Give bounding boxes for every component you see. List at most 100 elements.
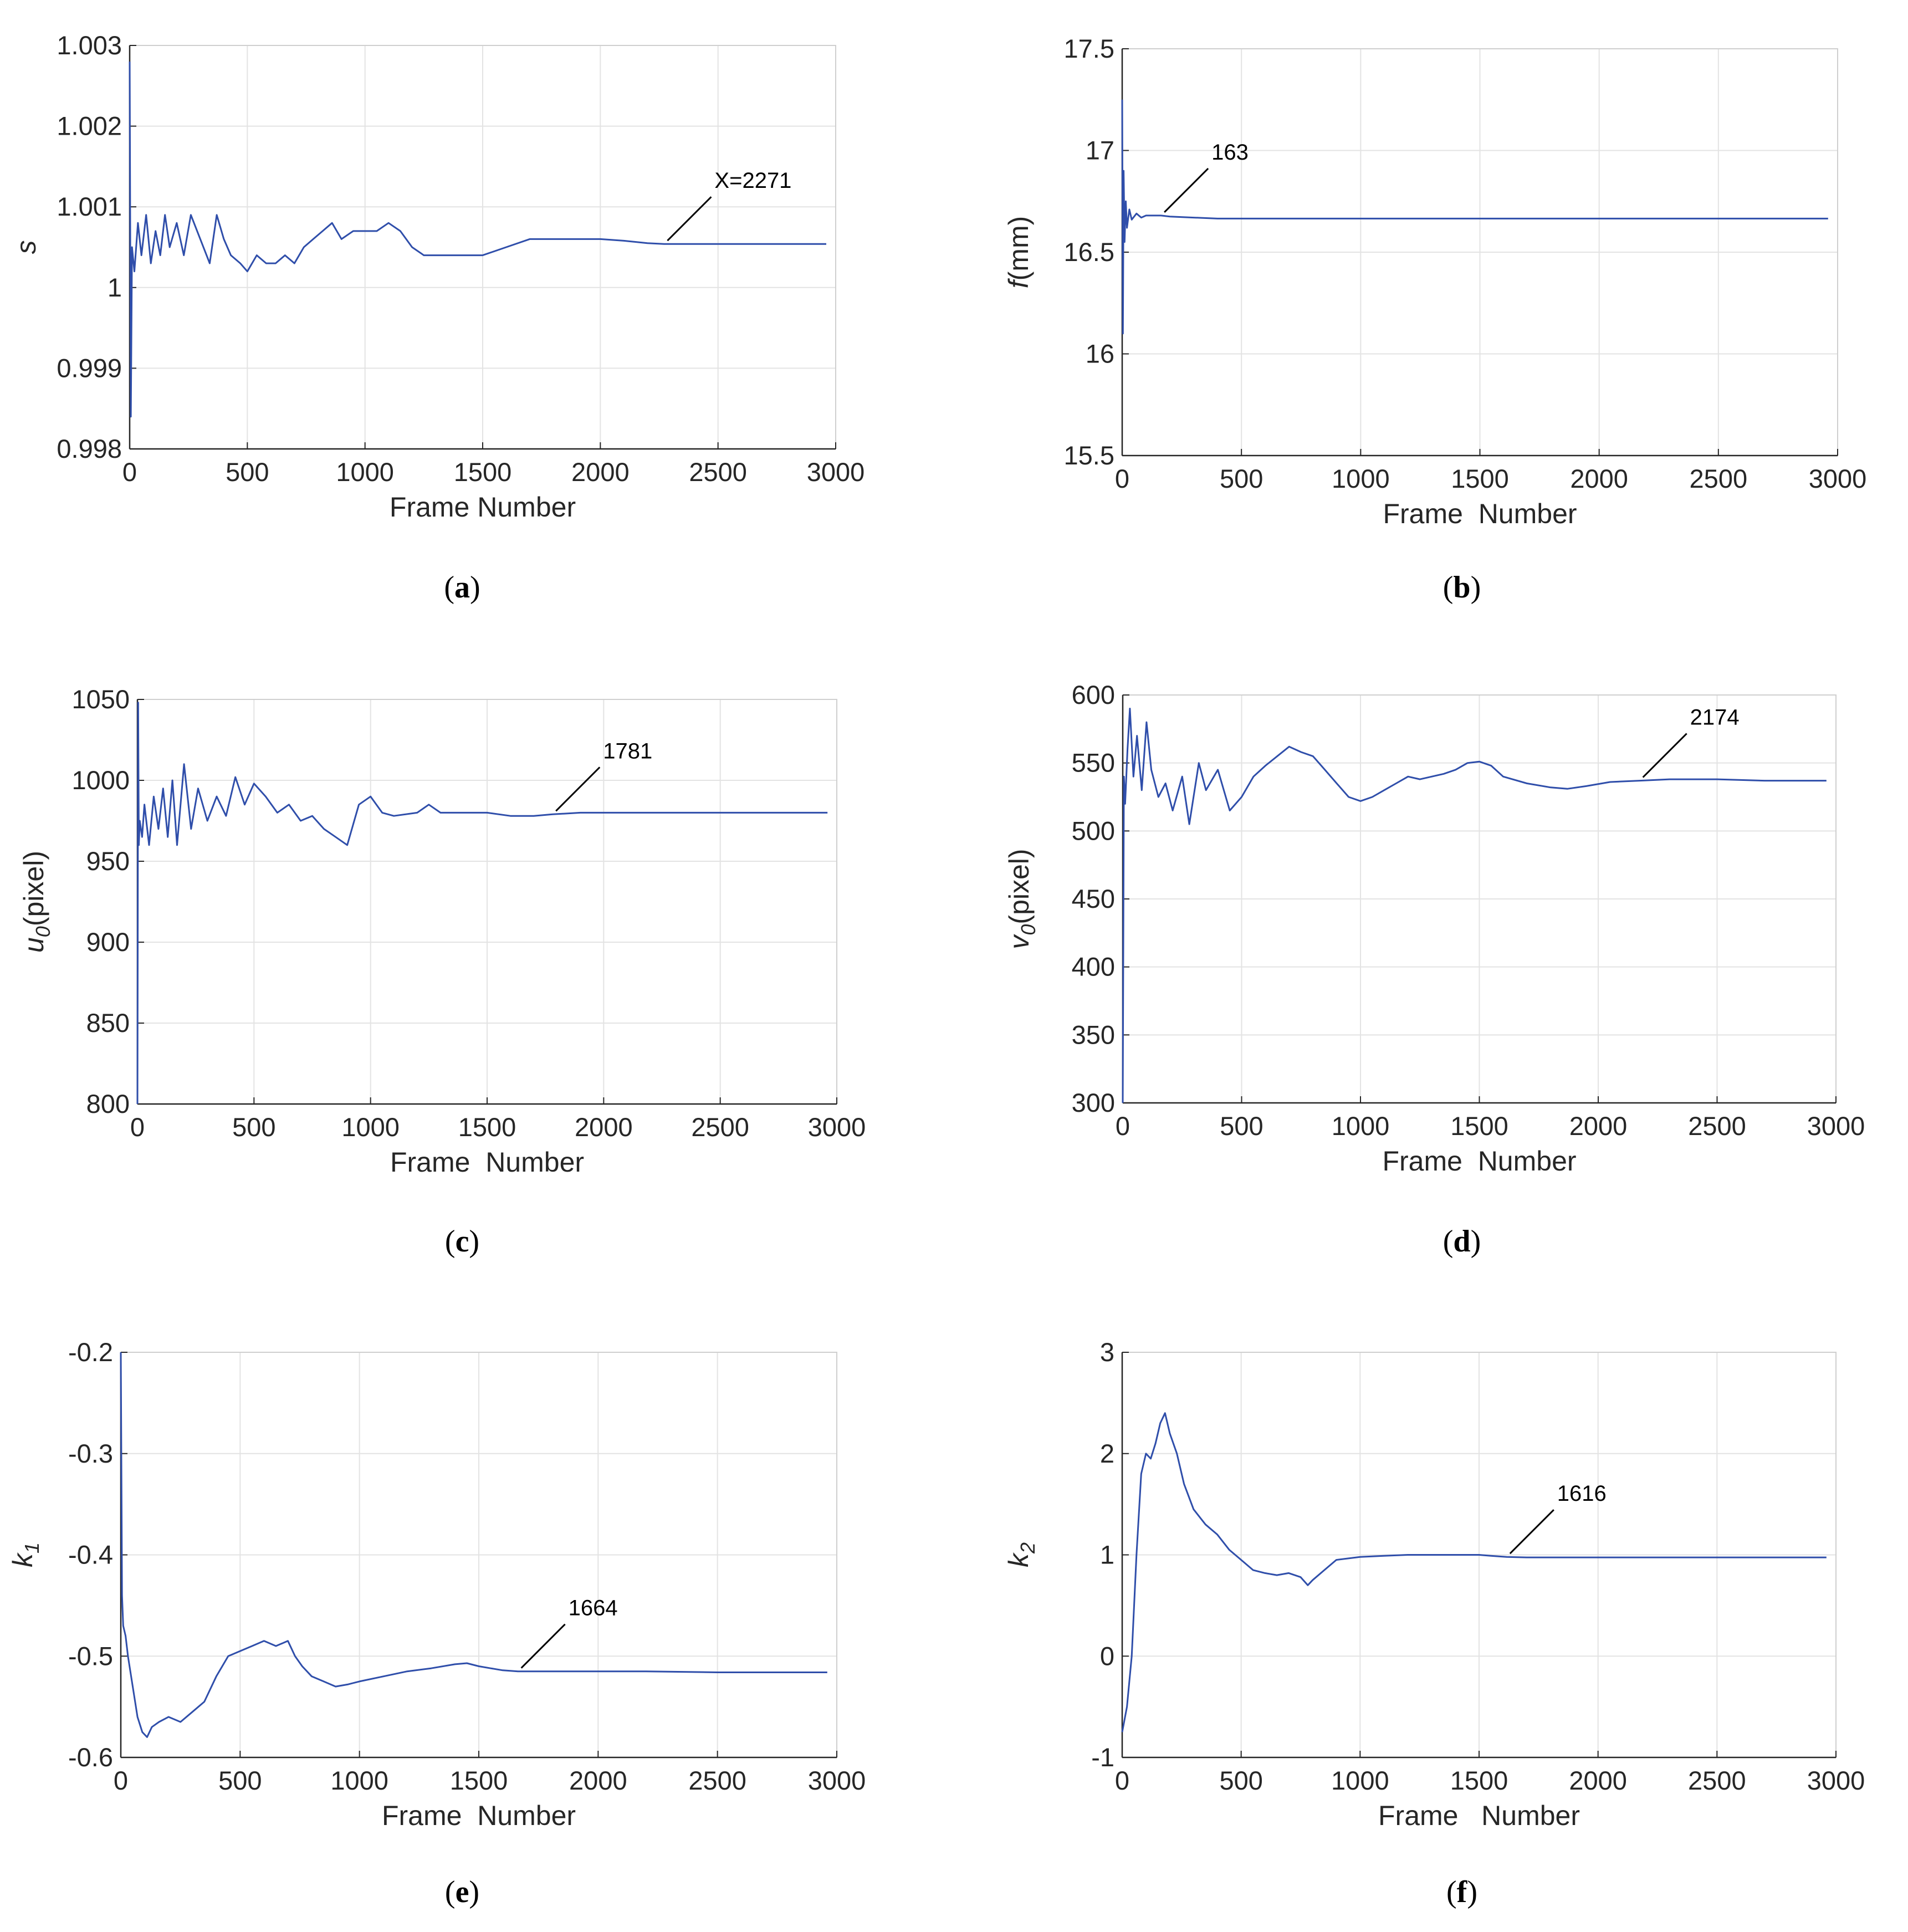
y-tick-label: 1050 <box>71 684 130 714</box>
x-tick-label: 3000 <box>807 457 865 487</box>
y-tick-label: 350 <box>1072 1020 1115 1049</box>
y-tick-label: 300 <box>1072 1088 1115 1117</box>
x-tick-label: 3000 <box>1809 464 1867 493</box>
x-tick-label: 0 <box>130 1112 145 1142</box>
y-tick-label: 3 <box>1100 1337 1114 1367</box>
x-tick-label: 0 <box>122 457 137 487</box>
x-tick-label: 0 <box>1116 1111 1130 1141</box>
y-tick-label: 0.999 <box>57 353 122 382</box>
x-tick-label: 2000 <box>1569 1766 1627 1795</box>
annotation-label: 2174 <box>1690 706 1740 730</box>
y-tick-label: 1 <box>1100 1540 1114 1570</box>
y-tick-label: 1 <box>108 273 122 302</box>
x-tick-label: 2000 <box>1570 464 1628 493</box>
series-line-0 <box>1121 99 1828 335</box>
y-tick-label: 16 <box>1086 339 1114 369</box>
x-tick-label: 500 <box>226 457 269 487</box>
y-axis-title: s <box>11 241 42 254</box>
chart-panel-c: 0 500 1000 1500 2000 2500 3000 800 850 900 950 1000… <box>18 684 866 1259</box>
annotation-label: 1781 <box>603 739 652 763</box>
x-tick-label: 0 <box>1115 1766 1129 1795</box>
y-axis-title: f(mm) <box>1003 216 1034 289</box>
x-axis-title: Frame Number <box>390 1147 584 1178</box>
x-tick-label: 2000 <box>575 1112 633 1142</box>
x-tick-label: 500 <box>1220 1111 1263 1141</box>
y-tick-label: 0 <box>1100 1641 1114 1670</box>
x-tick-label: 0 <box>114 1766 128 1795</box>
x-tick-label: 2500 <box>1690 464 1748 493</box>
y-axis-title: u0(pixel) <box>18 851 54 953</box>
x-axis-title: Frame Number <box>382 1800 576 1831</box>
x-tick-label: 500 <box>1219 1766 1262 1795</box>
series-line-0 <box>1121 1412 1827 1732</box>
chart-panel-d: 0 500 1000 1500 2000 2500 3000 300 350 400 450 500 5… <box>1004 680 1865 1259</box>
x-tick-label: 1000 <box>341 1112 400 1142</box>
x-axis-title: Frame Number <box>1378 1800 1580 1831</box>
x-tick-label: 2500 <box>1688 1111 1746 1141</box>
x-tick-label: 2500 <box>689 457 747 487</box>
x-tick-label: 1000 <box>336 457 394 487</box>
x-tick-label: 1500 <box>1451 464 1509 493</box>
x-tick-label: 3000 <box>1807 1111 1865 1141</box>
panel-caption: (d) <box>1443 1224 1481 1259</box>
y-tick-label: 550 <box>1072 748 1115 778</box>
annotation-arrow <box>667 196 712 242</box>
panel-caption: (e) <box>445 1875 479 1909</box>
panel-caption: (c) <box>445 1224 479 1259</box>
annotation-arrow <box>521 1623 566 1669</box>
annotation-arrow <box>1643 733 1687 778</box>
y-tick-label: -1 <box>1091 1742 1114 1772</box>
x-tick-label: 3000 <box>1807 1766 1865 1795</box>
x-tick-label: 1000 <box>1332 1111 1390 1141</box>
x-tick-label: 1000 <box>330 1766 388 1795</box>
y-tick-label: 800 <box>86 1089 130 1118</box>
y-tick-label: 400 <box>1072 952 1115 982</box>
x-tick-label: 500 <box>218 1766 262 1795</box>
y-tick-label: 17 <box>1086 136 1114 165</box>
y-tick-label: 450 <box>1072 884 1115 913</box>
x-axis-title: Frame Number <box>1383 498 1577 529</box>
y-tick-label: 15.5 <box>1064 441 1114 470</box>
x-tick-label: 2500 <box>688 1766 746 1795</box>
y-tick-label: -0.3 <box>68 1439 113 1468</box>
x-tick-label: 3000 <box>808 1766 866 1795</box>
x-axis-title: Frame Number <box>390 492 576 523</box>
panel-caption: (a) <box>444 570 480 605</box>
x-axis-title: Frame Number <box>1382 1146 1576 1177</box>
y-tick-label: -0.5 <box>68 1641 113 1670</box>
annotation-arrow <box>1164 167 1209 213</box>
y-tick-label: 1.002 <box>57 111 122 141</box>
chart-panel-e: 0 500 1000 1500 2000 2500 3000 -0.6 -0.5 -0.4 -0.3… <box>7 1337 866 1909</box>
annotation-label: 163 <box>1211 140 1249 165</box>
y-tick-label: 900 <box>86 927 130 957</box>
panel-caption: (f) <box>1446 1875 1477 1909</box>
y-axis-title: v0(pixel) <box>1004 849 1040 949</box>
x-tick-label: 2000 <box>1569 1111 1628 1141</box>
x-tick-label: 0 <box>1115 464 1129 493</box>
x-tick-label: 2500 <box>1688 1766 1746 1795</box>
y-tick-label: 2 <box>1100 1439 1114 1468</box>
chart-panel-a: 0 500 1000 1500 2000 2500 3000 0.998 0.999 1 1.001… <box>11 30 865 605</box>
x-tick-label: 1000 <box>1332 464 1390 493</box>
x-tick-label: 1500 <box>1450 1111 1508 1141</box>
y-tick-label: 600 <box>1072 680 1115 709</box>
x-tick-label: 500 <box>232 1112 275 1142</box>
y-tick-label: 500 <box>1072 816 1115 845</box>
y-tick-label: 950 <box>86 846 130 876</box>
y-tick-label: 1000 <box>71 765 130 795</box>
y-tick-label: 850 <box>86 1008 130 1037</box>
x-tick-label: 3000 <box>808 1112 866 1142</box>
annotation-arrow <box>1510 1509 1554 1555</box>
series-line-0 <box>129 62 826 418</box>
x-tick-label: 500 <box>1220 464 1263 493</box>
x-tick-label: 1500 <box>454 457 512 487</box>
x-tick-label: 1500 <box>458 1112 516 1142</box>
x-tick-label: 1500 <box>1450 1766 1508 1795</box>
annotation-label: 1664 <box>569 1596 618 1621</box>
annotation-label: 1616 <box>1557 1481 1607 1506</box>
y-tick-label: 0.998 <box>57 434 122 463</box>
x-tick-label: 2000 <box>569 1766 627 1795</box>
x-tick-label: 2500 <box>691 1112 749 1142</box>
